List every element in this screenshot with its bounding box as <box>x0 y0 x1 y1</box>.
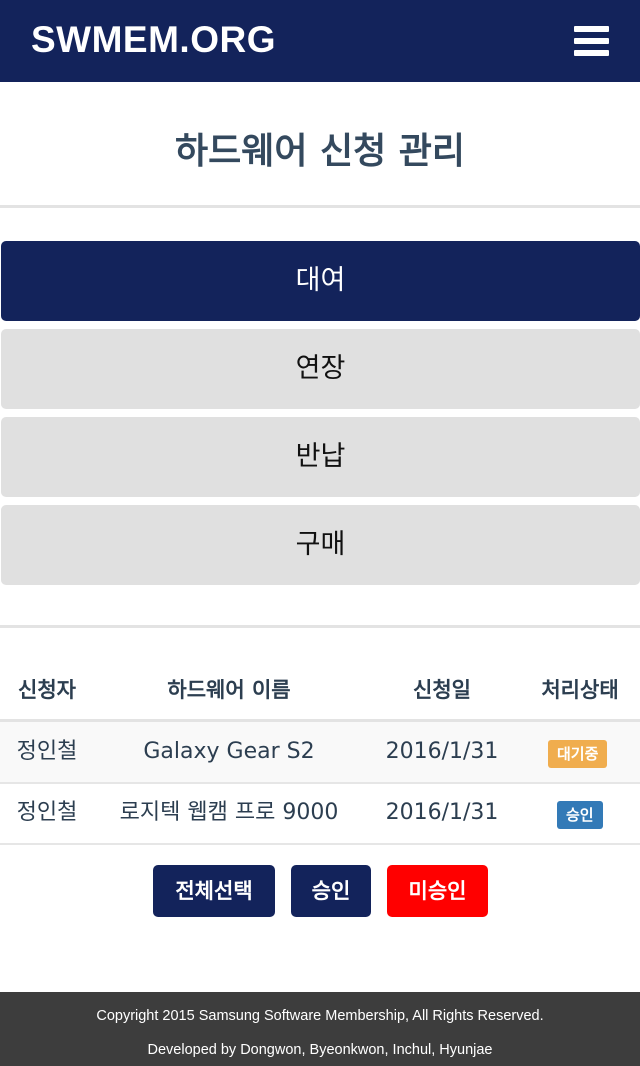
page-title: 하드웨어 신청 관리 <box>174 131 466 172</box>
tab-purchase[interactable]: 구매 <box>1 505 640 585</box>
reject-button[interactable]: 미승인 <box>387 865 488 917</box>
footer-copyright: Copyright 2015 Samsung Software Membersh… <box>96 1008 544 1024</box>
date-cell: 2016/1/31 <box>385 739 499 764</box>
column-header-status[interactable]: 처리상태 <box>541 678 619 702</box>
brand-logo[interactable]: SWMEM.ORG <box>31 19 276 60</box>
table-row[interactable]: 정인철 로지텍 웹캠 프로 9000 2016/1/31 승인 <box>0 783 640 843</box>
hamburger-menu-icon[interactable] <box>574 26 609 56</box>
applicant-cell: 정인철 <box>16 739 78 764</box>
hardware-cell: 로지텍 웹캠 프로 9000 <box>119 800 339 825</box>
hardware-cell: Galaxy Gear S2 <box>143 739 315 764</box>
row-divider <box>0 843 640 845</box>
navbar: SWMEM.ORG <box>0 0 640 82</box>
row-divider <box>0 782 640 784</box>
footer: Copyright 2015 Samsung Software Membersh… <box>0 992 640 1066</box>
status-cell: 대기중 <box>520 722 640 782</box>
tab-rental[interactable]: 대여 <box>1 241 640 321</box>
table-header-divider <box>0 719 640 722</box>
divider <box>0 625 640 628</box>
approve-button[interactable]: 승인 <box>291 865 371 917</box>
column-header-date[interactable]: 신청일 <box>413 678 471 702</box>
select-all-button[interactable]: 전체선택 <box>153 865 275 917</box>
tab-extension[interactable]: 연장 <box>1 329 640 409</box>
status-badge: 대기중 <box>548 740 608 768</box>
column-header-hardware[interactable]: 하드웨어 이름 <box>167 678 291 702</box>
divider <box>0 205 640 208</box>
table-row[interactable]: 정인철 Galaxy Gear S2 2016/1/31 대기중 <box>0 722 640 782</box>
column-header-applicant[interactable]: 신청자 <box>18 678 76 702</box>
status-cell: 승인 <box>520 783 640 843</box>
applicant-cell: 정인철 <box>16 800 78 825</box>
status-badge: 승인 <box>557 801 603 829</box>
tab-return[interactable]: 반납 <box>1 417 640 497</box>
footer-developers: Developed by Dongwon, Byeonkwon, Inchul,… <box>147 1042 493 1058</box>
date-cell: 2016/1/31 <box>385 800 499 825</box>
